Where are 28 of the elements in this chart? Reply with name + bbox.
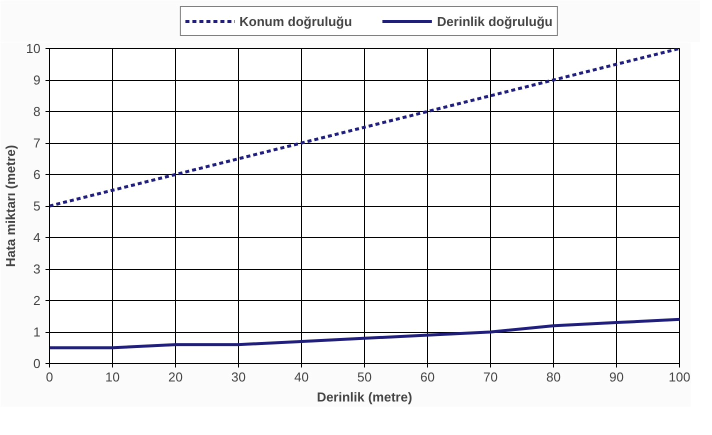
y-tick-label: 8 — [33, 104, 41, 119]
x-axis-title: Derinlik (metre) — [316, 390, 412, 404]
legend-label: Derinlik doğruluğu — [437, 14, 553, 28]
y-tick-label: 0 — [33, 356, 41, 371]
x-tick-label: 50 — [357, 370, 372, 384]
line-series — [50, 318, 680, 350]
x-tick-label: 90 — [609, 370, 624, 384]
x-tick-label: 80 — [546, 370, 561, 384]
x-tick-label: 0 — [46, 370, 54, 384]
line-series — [50, 48, 680, 208]
x-tick-label: 60 — [420, 370, 435, 384]
y-tick-label: 4 — [33, 230, 41, 245]
x-tick-label: 40 — [294, 370, 309, 384]
y-tick-label: 7 — [33, 136, 41, 150]
y-tick-label: 9 — [33, 72, 41, 88]
y-tick-label: 10 — [26, 41, 41, 56]
x-tick-label: 70 — [483, 370, 498, 384]
x-tick-label: 30 — [231, 370, 246, 384]
y-axis-title: Hata miktarı (metre) — [3, 144, 18, 268]
y-tick-label: 2 — [33, 293, 41, 308]
y-tick-label: 1 — [33, 324, 41, 340]
legend-label: Konum doğruluğu — [239, 14, 352, 28]
y-tick-label: 5 — [33, 198, 41, 214]
x-tick-label: 20 — [168, 370, 183, 384]
y-tick-label: 6 — [33, 167, 41, 182]
x-tick-label: 100 — [668, 370, 690, 384]
y-tick-label: 3 — [33, 262, 41, 276]
x-tick-label: 10 — [105, 370, 120, 384]
